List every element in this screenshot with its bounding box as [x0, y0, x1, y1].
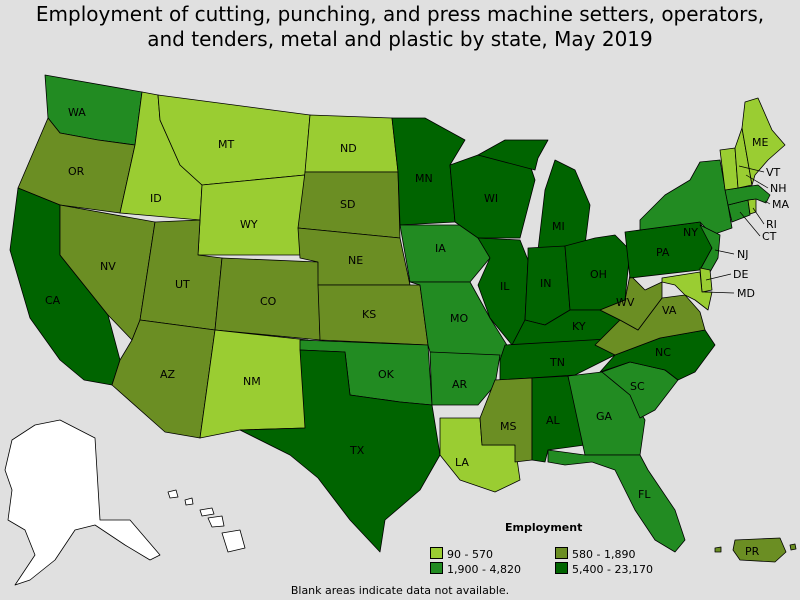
label-ct: CT: [762, 230, 777, 243]
label-id: ID: [150, 192, 162, 205]
legend-item-4: 5,400 - 23,170: [555, 562, 653, 576]
state-ar[interactable]: [429, 351, 501, 406]
state-hi[interactable]: [167, 489, 246, 553]
pr-island-2: [789, 543, 797, 551]
label-co: CO: [260, 295, 277, 308]
state-me[interactable]: [741, 97, 786, 186]
label-ca: CA: [45, 294, 61, 307]
label-or: OR: [68, 165, 85, 178]
label-tx: TX: [349, 444, 365, 457]
legend-item-2: 580 - 1,890: [555, 547, 636, 561]
legend-swatch-4: [555, 562, 568, 574]
label-mi: MI: [552, 220, 565, 233]
label-me: ME: [752, 136, 768, 149]
label-ks: KS: [362, 308, 376, 321]
label-wy: WY: [240, 218, 258, 231]
legend-swatch-3: [430, 562, 443, 574]
state-wy[interactable]: [197, 174, 306, 256]
label-ut: UT: [175, 278, 190, 291]
title-line-1: Employment of cutting, punching, and pre…: [35, 2, 765, 26]
state-pr[interactable]: [732, 537, 787, 563]
label-pa: PA: [656, 246, 670, 259]
label-ky: KY: [572, 320, 586, 333]
label-al: AL: [546, 414, 561, 427]
label-fl: FL: [638, 488, 651, 501]
label-wa: WA: [68, 106, 86, 119]
label-az: AZ: [160, 368, 176, 381]
label-nc: NC: [655, 346, 671, 359]
label-wi: WI: [484, 192, 498, 205]
label-ar: AR: [452, 378, 468, 391]
footnote: Blank areas indicate data not available.: [290, 584, 510, 597]
state-tx[interactable]: [239, 349, 441, 553]
legend-item-1: 90 - 570: [430, 547, 493, 561]
legend-label-2: 580 - 1,890: [572, 548, 636, 561]
label-sc: SC: [630, 380, 645, 393]
label-ri: RI: [766, 218, 777, 231]
label-in: IN: [540, 277, 551, 290]
legend-swatch-1: [430, 547, 443, 559]
leader-lines: [704, 165, 771, 294]
state-ny[interactable]: [639, 159, 733, 236]
label-mt: MT: [218, 138, 234, 151]
legend-label-4: 5,400 - 23,170: [572, 563, 653, 576]
label-sd: SD: [340, 198, 355, 211]
label-mo: MO: [450, 312, 468, 325]
title-line-2: and tenders, metal and plastic by state,…: [147, 27, 653, 51]
label-ne: NE: [348, 254, 363, 267]
label-ok: OK: [378, 368, 395, 381]
label-il: IL: [500, 280, 510, 293]
label-ma: MA: [772, 198, 789, 211]
label-ga: GA: [596, 410, 613, 423]
state-fl[interactable]: [547, 449, 686, 553]
state-md[interactable]: [661, 271, 713, 311]
legend-title: Employment: [505, 521, 583, 534]
label-md: MD: [737, 287, 755, 300]
label-la: LA: [455, 456, 469, 469]
state-ak[interactable]: [4, 419, 161, 586]
label-vt: VT: [766, 166, 781, 179]
label-nh: NH: [770, 182, 787, 195]
label-wv: WV: [616, 296, 635, 309]
label-va: VA: [662, 304, 677, 317]
legend-label-3: 1,900 - 4,820: [447, 563, 521, 576]
label-nm: NM: [243, 375, 261, 388]
label-pr: PR: [745, 545, 760, 558]
label-oh: OH: [590, 268, 607, 281]
label-ms: MS: [500, 420, 516, 433]
legend-item-3: 1,900 - 4,820: [430, 562, 521, 576]
legend-swatch-2: [555, 547, 568, 559]
label-de: DE: [733, 268, 748, 281]
label-nd: ND: [340, 142, 357, 155]
label-tn: TN: [549, 356, 565, 369]
label-mn: MN: [415, 172, 433, 185]
label-nv: NV: [100, 260, 116, 273]
state-labels: WA OR CA ID NV MT WY UT AZ CO NM ND SD N…: [45, 106, 789, 558]
pr-island-1: [714, 546, 722, 553]
map-title: Employment of cutting, punching, and pre…: [0, 2, 800, 52]
legend-label-1: 90 - 570: [447, 548, 493, 561]
label-ny: NY: [683, 226, 698, 239]
state-ma[interactable]: [724, 184, 771, 206]
label-ia: IA: [435, 242, 446, 255]
label-nj: NJ: [737, 248, 748, 261]
